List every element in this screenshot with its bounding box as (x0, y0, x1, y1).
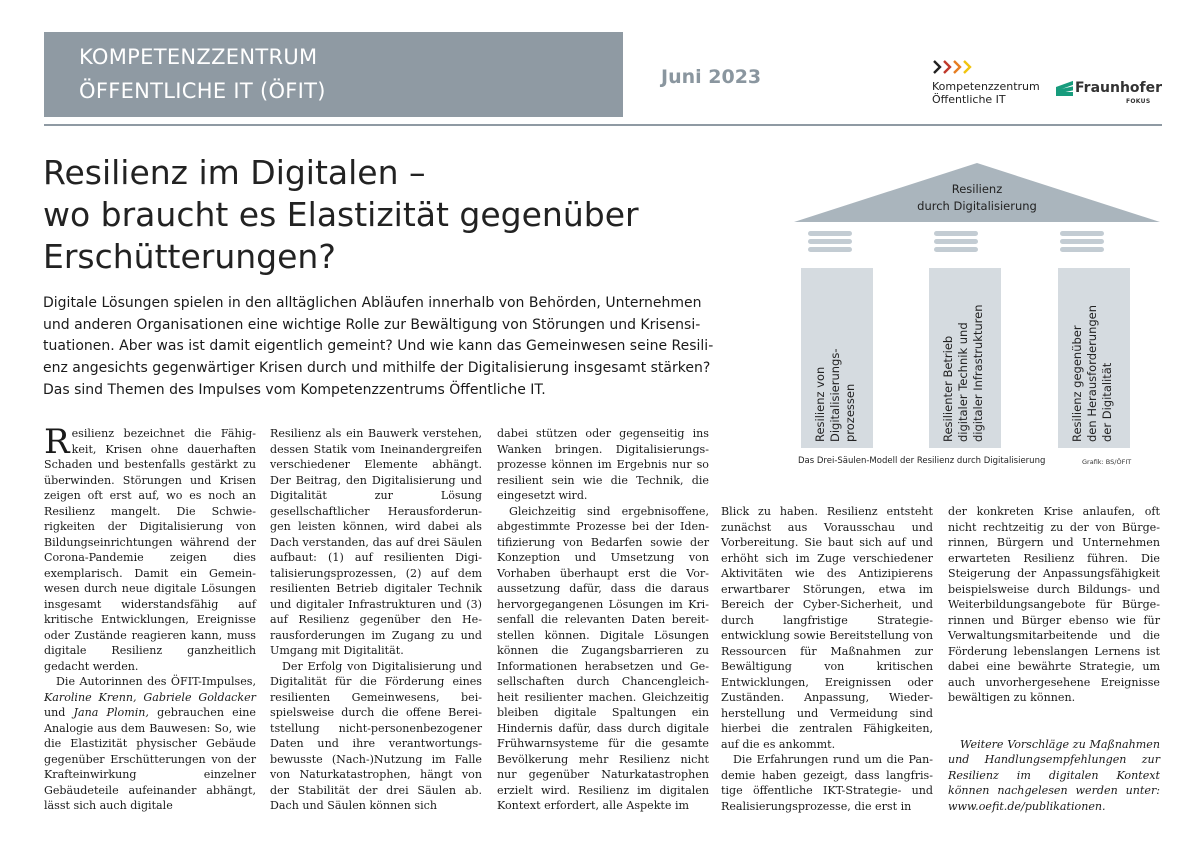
oefit-logo-line-1: Kompetenzzentrum (932, 80, 1040, 93)
paragraph-text: esilienz bezeichnet die Fähig­keit, Kris… (44, 427, 256, 673)
issue-date: Juni 2023 (661, 66, 762, 88)
lead-line: tuationen. Aber was ist damit eigentlich… (43, 338, 714, 355)
roof-label-1: Resilienz (952, 182, 1003, 196)
pillar-3-label-3: der Digitalität (1100, 362, 1114, 442)
pillar-capitals (808, 231, 1104, 252)
roof-label-2: durch Digitalisierung (917, 199, 1037, 213)
pillar-1-label-3: prozessen (843, 384, 857, 442)
lead-line: Digitale Lösungen spielen in den alltägl… (43, 295, 702, 311)
banner-line-1: KOMPETENZZENTRUM (79, 45, 318, 69)
body-column-2: Resilienz als ein Bauwerk verste­hen, de… (270, 426, 482, 814)
fraunhofer-sub: FOKUS (1126, 98, 1151, 105)
fraunhofer-logo-icon (1056, 80, 1073, 101)
title-line: Resilienz im Digitalen – (43, 153, 426, 192)
oefit-logo-line-2: Öffentliche IT (932, 93, 1006, 106)
banner-line-2: ÖFFENTLICHE IT (ÖFIT) (79, 79, 326, 103)
paragraph-text: und (44, 706, 74, 719)
title-line: wo braucht es Elastizität gegenüber (43, 195, 639, 234)
fraunhofer-name: Fraunhofer (1075, 80, 1163, 96)
paragraph: Gleichzeitig sind ergebnisoffene, abgest… (497, 504, 709, 813)
oefit-logo-chevrons-icon (932, 58, 972, 76)
header-banner: KOMPETENZZENTRUM ÖFFENTLICHE IT (ÖFIT) (44, 32, 623, 117)
pillar-2-label-2: digitaler Technik und (956, 322, 970, 442)
paragraph: dabei stützen oder gegenseitig ins Wanke… (497, 427, 709, 502)
paragraph: Blick zu haben. Resilienz entsteht zunäc… (721, 505, 933, 751)
pillar-1 (801, 268, 873, 448)
article-lead: Digitale Lösungen spielen in den alltägl… (43, 293, 743, 402)
article-title: Resilienz im Digitalen – wo braucht es E… (43, 152, 743, 278)
pillar-1-label-2: Digitalisierungs- (828, 349, 842, 443)
paragraph: Der Erfolg von Digitalisierung und Digit… (270, 659, 482, 813)
lead-line: enz angesichts gegenwärtiger Krisen durc… (43, 360, 711, 377)
pillar-2 (929, 268, 1001, 448)
paragraph: Die Autorinnen des ÖFIT-Impul­ses, Karol… (44, 674, 256, 814)
title-line: Erschütterungen? (43, 237, 336, 276)
paragraph-text: Die Autorinnen des ÖFIT-Impul­ses, (56, 675, 256, 688)
diagram-credit: Grafik: BS/ÖFIT (1082, 458, 1132, 466)
lead-line: Das sind Themen des Impulses vom Kompete… (43, 381, 546, 398)
body-column-5: der konkreten Krise anlaufen, oft nicht … (948, 504, 1160, 814)
author-name: Jana Plomin, (73, 706, 149, 719)
pillar-3-label-1: Resilienz gegenüber (1070, 325, 1084, 442)
pillar-2-label-1: Resilienter Betrieb (941, 336, 955, 442)
pillar-3-label-2: den Herausforderungen (1085, 305, 1099, 442)
header-divider (44, 124, 1162, 126)
pillar-1-label-1: Resilienz von (813, 367, 827, 442)
pillar-2-label-3: digitaler Infrastrukturen (971, 304, 985, 442)
closing-note: Weitere Vorschläge zu Maßnah­men und Han… (948, 737, 1160, 813)
paragraph: der konkreten Krise anlaufen, oft nicht … (948, 505, 1160, 704)
dropcap: R (44, 422, 70, 462)
body-column-3: dabei stützen oder gegenseitig ins Wanke… (497, 426, 709, 814)
author-names: Karoline Krenn, Gabriele Gold­acker (44, 690, 256, 704)
pillar-3 (1058, 268, 1130, 448)
paragraph: Resilienz als ein Bauwerk verste­hen, de… (270, 427, 482, 657)
paragraph-text: gebrauchen eine Analogie aus dem Bauwese… (44, 706, 256, 812)
lead-line: und anderen Organisationen eine wichtige… (43, 316, 701, 333)
roof (794, 163, 1160, 222)
body-column-4: Blick zu haben. Resilienz entsteht zunäc… (721, 504, 933, 814)
paragraph: Die Erfahrungen rund um die Pan­demie ha… (721, 753, 933, 813)
oefit-logo-text: Kompetenzzentrum Öffentliche IT (932, 80, 1040, 106)
diagram-caption: Das Drei-Säulen-Modell der Resilienz dur… (798, 456, 1046, 466)
three-pillar-diagram: Resilienz durch Digitalisierung Resilien… (792, 160, 1162, 450)
